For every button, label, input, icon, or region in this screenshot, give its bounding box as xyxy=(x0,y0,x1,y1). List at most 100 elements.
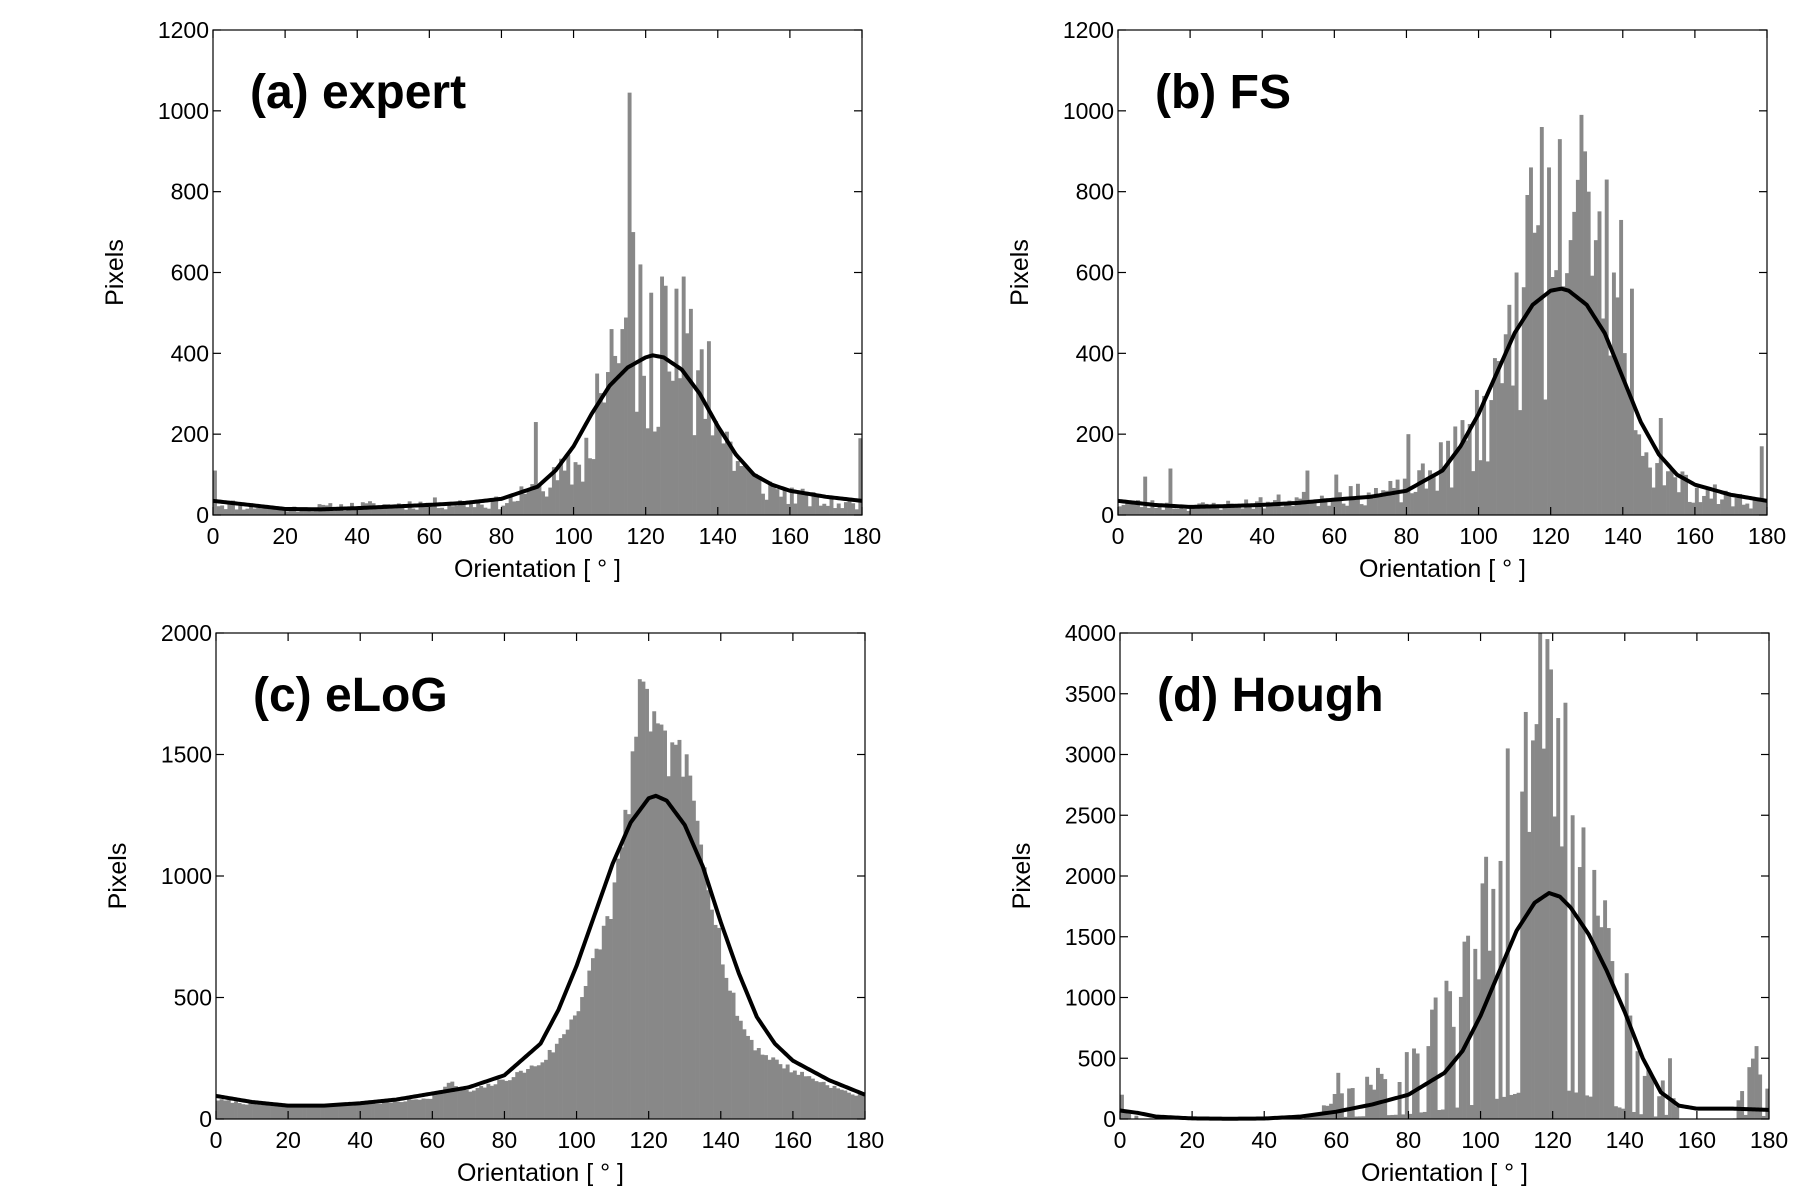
hist-bar xyxy=(1215,507,1220,515)
hist-bar xyxy=(533,1066,538,1119)
hist-bar xyxy=(302,1105,307,1119)
hist-bar xyxy=(1716,504,1721,515)
hist-bar xyxy=(688,775,693,1119)
hist-bar xyxy=(616,858,621,1119)
hist-bar xyxy=(479,504,484,515)
hist-bar xyxy=(1280,506,1285,515)
hist-bar xyxy=(721,443,726,515)
hist-bar xyxy=(540,1062,545,1119)
y-tick-label: 1000 xyxy=(1065,985,1116,1011)
hist-bar xyxy=(544,1059,549,1119)
hist-bar xyxy=(1431,473,1436,515)
hist-bar xyxy=(1433,997,1438,1119)
hist-bar xyxy=(558,1038,563,1119)
hist-bar xyxy=(519,486,524,515)
hist-bar xyxy=(389,505,394,515)
hist-bar xyxy=(1354,1116,1359,1119)
hist-bar xyxy=(843,1090,848,1119)
hist-bar xyxy=(346,509,351,515)
hist-bar xyxy=(446,1082,451,1119)
hist-bar xyxy=(681,776,686,1119)
hist-bar xyxy=(306,1105,311,1119)
hist-bar xyxy=(1527,831,1532,1119)
hist-bar xyxy=(1451,1026,1456,1119)
hist-bar xyxy=(843,502,848,515)
hist-bar xyxy=(1498,860,1503,1119)
hist-bar xyxy=(1303,1117,1308,1119)
hist-bar xyxy=(678,378,683,515)
hist-bar xyxy=(1572,211,1577,516)
hist-bar xyxy=(1404,1052,1409,1119)
hist-bar xyxy=(854,509,859,515)
y-axis-label: Pixels xyxy=(104,843,132,910)
hist-bar xyxy=(313,1104,318,1119)
hist-bar xyxy=(1458,996,1463,1119)
x-axis-label: Orientation [ ° ] xyxy=(1359,555,1526,583)
hist-bar xyxy=(1640,455,1645,515)
hist-bar xyxy=(674,288,679,515)
y-tick-label: 1000 xyxy=(158,98,209,124)
hist-bar xyxy=(295,1106,300,1119)
hist-bar xyxy=(227,501,232,515)
hist-bar xyxy=(648,731,653,1119)
panel-title: (d) Hough xyxy=(1157,669,1384,722)
hist-bar xyxy=(230,1102,235,1119)
hist-bar xyxy=(803,1076,808,1119)
hist-bar xyxy=(605,916,610,1119)
hist-bar xyxy=(695,820,700,1119)
hist-bar xyxy=(298,1105,303,1119)
hist-bar xyxy=(746,467,751,515)
hist-bar xyxy=(342,510,347,515)
hist-bar xyxy=(1386,1115,1391,1119)
x-tick-label: 40 xyxy=(1251,1127,1277,1153)
hist-bar xyxy=(334,1104,339,1119)
hist-bar xyxy=(807,506,812,515)
y-tick-label: 1500 xyxy=(1065,924,1116,950)
hist-bar xyxy=(450,1081,455,1119)
hist-bar xyxy=(580,997,585,1119)
hist-bar xyxy=(1557,139,1562,516)
hist-bar xyxy=(461,503,466,515)
hist-bar xyxy=(818,505,823,515)
hist-bar xyxy=(231,500,235,515)
x-tick-label: 20 xyxy=(272,523,298,549)
hist-bar xyxy=(1650,1076,1654,1119)
hist-bar xyxy=(310,511,315,515)
hist-bar xyxy=(458,500,463,515)
hist-bar xyxy=(807,1076,812,1119)
hist-bar xyxy=(670,380,675,515)
hist-bar xyxy=(559,458,564,515)
hist-bar xyxy=(1164,502,1169,515)
hist-bar xyxy=(1723,490,1728,515)
hist-bar xyxy=(631,232,636,515)
hist-bar xyxy=(1413,491,1418,515)
hist-bar xyxy=(1287,500,1292,515)
hist-bar xyxy=(800,1071,805,1119)
hist-bar xyxy=(1480,883,1485,1119)
hist-bar xyxy=(1154,507,1158,515)
hist-bar xyxy=(1251,508,1256,515)
x-tick-label: 100 xyxy=(1461,1127,1499,1153)
x-tick-label: 160 xyxy=(771,523,809,549)
hist-bar xyxy=(393,507,398,515)
hist-bar xyxy=(313,508,318,515)
hist-bar xyxy=(565,1029,570,1119)
hist-bar xyxy=(375,509,380,515)
hist-bar xyxy=(1730,506,1735,515)
hist-bar xyxy=(512,501,517,515)
y-tick-label: 200 xyxy=(171,421,209,447)
hist-bar xyxy=(1462,941,1467,1119)
hist-bar xyxy=(1236,506,1241,515)
hist-bar xyxy=(1503,334,1508,515)
hist-bar xyxy=(652,711,657,1119)
hist-bar xyxy=(490,1085,494,1119)
histogram-bars xyxy=(1118,114,1768,516)
hist-bar xyxy=(1375,1067,1380,1119)
hist-bar xyxy=(280,1105,285,1119)
x-tick-label: 60 xyxy=(420,1127,446,1153)
hist-bar xyxy=(1606,928,1611,1119)
hist-bar xyxy=(1567,1090,1571,1119)
hist-bar xyxy=(583,985,588,1119)
hist-bar xyxy=(367,1103,372,1119)
hist-bar xyxy=(270,508,275,515)
